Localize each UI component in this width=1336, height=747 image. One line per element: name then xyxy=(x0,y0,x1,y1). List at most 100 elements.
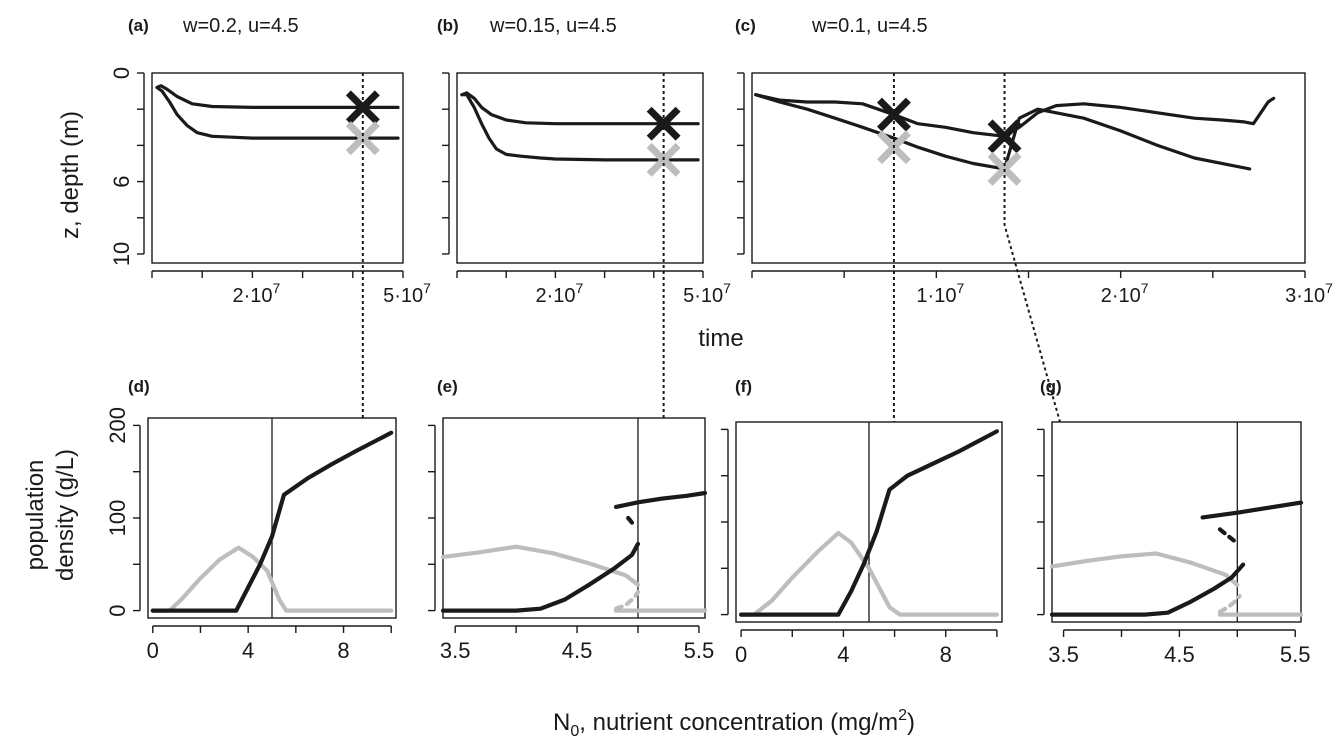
x-title-bottom-sub: 0 xyxy=(570,723,579,740)
panel-a-y-tick-label: 10 xyxy=(109,242,134,266)
y-title-bottom-line2: density (g/L) xyxy=(52,449,79,581)
x-tick-label-exponent: 7 xyxy=(576,280,584,296)
panel-e-series-5 xyxy=(626,515,637,528)
panel-b-x-tick-label: 2·107 xyxy=(535,280,583,307)
panel-a-frame xyxy=(151,72,404,264)
panel-f-label: (f) xyxy=(735,377,752,396)
x-tick-label-exponent: 7 xyxy=(273,280,281,296)
x-tick-label-exponent: 7 xyxy=(1141,280,1149,296)
panel-c-marker-2 xyxy=(987,119,1022,154)
panel-c-x-tick-label: 1·107 xyxy=(916,280,964,307)
panel-b-frame xyxy=(456,72,704,264)
marker-stroke xyxy=(987,119,1022,154)
panel-d-y-tick-label: 200 xyxy=(105,407,130,444)
x-title-bottom-prefix: N xyxy=(553,709,570,736)
panel-a-label: (a) xyxy=(128,16,149,35)
panel-f-x-tick-label: 8 xyxy=(940,642,952,667)
panel-f-x-tick-label: 0 xyxy=(735,642,747,667)
panel-d-x-tick-label: 0 xyxy=(147,638,159,663)
panel-c-series-0 xyxy=(754,93,1276,138)
x-tick-label-exponent: 7 xyxy=(423,280,431,296)
panel-a-series-1 xyxy=(155,85,400,140)
x-tick-label-exponent: 7 xyxy=(723,280,731,296)
y-title-top: z, depth (m) xyxy=(57,111,84,239)
x-tick-label-base: 5·10 xyxy=(383,285,423,307)
x-tick-label-base: 2·10 xyxy=(232,285,272,307)
marker-stroke xyxy=(345,90,380,125)
panel-d-x-tick-label: 4 xyxy=(242,638,254,663)
panel-f-x-tick-label: 4 xyxy=(837,642,849,667)
panel-d-label: (d) xyxy=(128,377,150,396)
panel-e-series-3 xyxy=(440,541,641,613)
x-tick-label-base: 3·10 xyxy=(1285,285,1325,307)
panel-a-x-tick-label: 5·107 xyxy=(383,280,431,307)
panel-c-params: w=0.1, u=4.5 xyxy=(811,15,928,37)
panel-c-x-tick-label: 3·107 xyxy=(1285,280,1333,307)
panel-b: 2·107 5·107 xyxy=(442,72,731,307)
x-tick-label-base: 5·10 xyxy=(683,285,723,307)
panel-g-frame xyxy=(1051,421,1302,623)
panel-e-x-tick-label: 4.5 xyxy=(562,638,593,663)
x-title-bottom-suffix: ) xyxy=(907,709,915,736)
panel-g-x-tick-label: 4.5 xyxy=(1164,642,1195,667)
panel-e-frame xyxy=(442,417,706,619)
x-title-bottom-sup: 2 xyxy=(898,707,907,724)
panel-e-label: (e) xyxy=(437,377,458,396)
panel-e: 3.5 4.5 5.5 xyxy=(428,417,715,663)
panel-g-series-5 xyxy=(1217,527,1236,543)
x-title-bottom-text: , nutrient concentration (mg/m xyxy=(579,709,898,736)
x-tick-label-exponent: 7 xyxy=(956,280,964,296)
panel-a-params: w=0.2, u=4.5 xyxy=(182,15,299,37)
panel-b-series-1 xyxy=(460,93,700,162)
panel-a-series-0 xyxy=(155,84,400,110)
panel-g-x-tick-label: 3.5 xyxy=(1048,642,1079,667)
panel-c-x-tick-label: 2·107 xyxy=(1101,280,1149,307)
panel-d-y-tick-label: 0 xyxy=(105,604,130,616)
panel-g: 3.5 4.5 5.5 xyxy=(1037,421,1311,667)
x-tick-label-exponent: 7 xyxy=(1325,280,1333,296)
panel-a-y-tick-label: 0 xyxy=(109,67,134,79)
y-title-bottom-line1: population xyxy=(22,460,49,571)
panel-a-marker-1 xyxy=(345,121,380,156)
panel-c-frame xyxy=(751,72,1306,264)
panel-g-series-3 xyxy=(1049,562,1246,617)
panel-g-series-2 xyxy=(1217,593,1242,614)
panel-g-x-tick-label: 5.5 xyxy=(1280,642,1311,667)
x-tick-label-base: 1·10 xyxy=(916,285,956,307)
x-title-top: time xyxy=(698,325,743,352)
connector-c-g xyxy=(1003,73,1061,423)
connectors-layer xyxy=(361,73,1061,423)
panel-e-series-2 xyxy=(613,589,641,611)
panel-b-series-0 xyxy=(460,91,700,126)
panel-a-x-tick-label: 2·107 xyxy=(232,280,280,307)
x-tick-label-base: 2·10 xyxy=(535,285,575,307)
panel-e-x-tick-label: 5.5 xyxy=(684,638,715,663)
panel-a-marker-0 xyxy=(345,90,380,125)
panel-a-y-tick-label: 6 xyxy=(109,175,134,187)
panel-d-series-1 xyxy=(150,430,394,613)
x-tick-label-base: 2·10 xyxy=(1101,285,1141,307)
panel-g-series-0 xyxy=(1049,551,1240,588)
panel-c: 1·107 2·107 3·107 xyxy=(737,72,1333,307)
panel-e-x-tick-label: 3.5 xyxy=(440,638,471,663)
panel-f-series-1 xyxy=(738,429,1000,617)
panel-e-series-0 xyxy=(440,544,641,587)
panel-b-params: w=0.15, u=4.5 xyxy=(489,15,617,37)
panel-d: 0 100 200 0 4 8 xyxy=(105,407,397,663)
panel-d-series-0 xyxy=(150,545,394,613)
panel-g-series-4 xyxy=(1200,500,1304,520)
panel-f: 0 4 8 xyxy=(721,421,1003,667)
x-title-bottom: N0, nutrient concentration (mg/m2) xyxy=(553,707,915,740)
marker-stroke xyxy=(987,151,1022,186)
panel-b-x-tick-label: 5·107 xyxy=(683,280,731,307)
panel-d-y-tick-label: 100 xyxy=(105,500,130,537)
panel-c-marker-3 xyxy=(987,151,1022,186)
panel-c-label: (c) xyxy=(735,16,756,35)
panel-f-series-0 xyxy=(738,530,1000,617)
panel-c-marker-0 xyxy=(876,97,911,132)
panel-e-series-4 xyxy=(613,490,708,509)
